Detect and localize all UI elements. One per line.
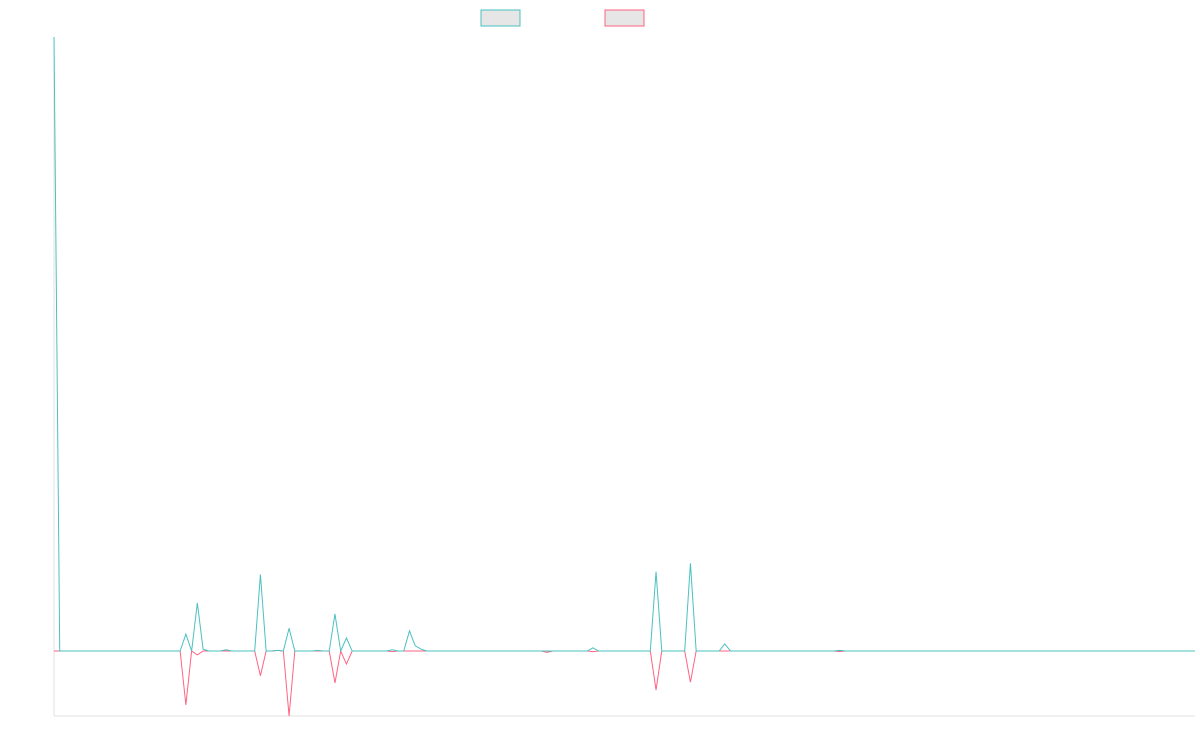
legend-swatch xyxy=(604,9,645,27)
legend-swatch xyxy=(480,9,521,27)
data-line xyxy=(53,36,1195,653)
data-line xyxy=(54,649,1195,717)
